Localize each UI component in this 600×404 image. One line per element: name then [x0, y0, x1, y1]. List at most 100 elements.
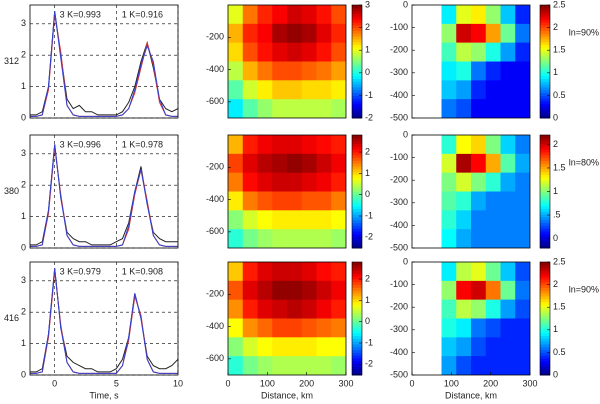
colorbar-step	[352, 72, 362, 77]
heat-cell	[331, 318, 346, 338]
heat-cell	[471, 191, 487, 211]
colorbar-step	[540, 174, 550, 178]
colorbar-step	[540, 84, 550, 88]
x-tick-label: 0	[409, 378, 414, 388]
heat-cell	[301, 23, 317, 44]
heat-cell	[228, 191, 244, 211]
heat-cell	[441, 99, 457, 118]
annotation: 3 K=0.996	[60, 139, 101, 149]
colorbar-step	[352, 360, 362, 365]
colorbar-step	[352, 199, 362, 204]
heat-cell	[471, 229, 487, 248]
heat-cell	[331, 61, 346, 81]
heat-cell	[228, 135, 244, 155]
colorbar-step	[540, 216, 550, 221]
y-tick-label: -200	[390, 45, 408, 55]
colorbar-step	[540, 219, 550, 224]
colorbar-step	[540, 33, 550, 37]
heat-cell	[441, 299, 457, 319]
heat-cell	[287, 23, 303, 44]
colorbar-step	[540, 197, 550, 201]
heat-cell	[257, 337, 273, 357]
colorbar-step	[540, 208, 550, 212]
heat-cell	[500, 210, 516, 230]
colorbar-step	[540, 366, 550, 370]
heat-cell	[272, 356, 288, 375]
colorbar-step	[352, 369, 362, 373]
colorbar-step	[540, 143, 550, 147]
colorbar-step	[540, 98, 550, 102]
colorbar-step	[352, 16, 362, 20]
heat-cell	[242, 229, 258, 248]
y-tick-label: 2	[21, 50, 26, 60]
heat-cell	[441, 337, 457, 357]
colorbar-step	[352, 315, 362, 319]
heat-cell	[515, 318, 530, 338]
colorbar-step	[540, 343, 550, 348]
colorbar-step	[540, 236, 550, 241]
colorbar-tick-label: 1	[365, 45, 370, 55]
heat-cell	[515, 191, 530, 211]
heat-cell	[500, 172, 516, 192]
colorbar-step	[352, 143, 362, 147]
heat-cell	[242, 99, 258, 118]
colorbar-tick-label: 1	[553, 67, 558, 77]
colorbar-step	[352, 346, 362, 351]
y-tick-label: 1	[21, 81, 26, 91]
heat-cell	[331, 99, 346, 118]
y-tick-label: -600	[206, 96, 224, 106]
colorbar-tick-label: -1	[365, 210, 373, 220]
colorbar-step	[540, 352, 550, 356]
colorbar-step	[540, 205, 550, 209]
heat-cell	[272, 262, 288, 282]
colorbar-step	[352, 64, 362, 68]
heat-cell	[316, 42, 332, 62]
annotation: ln=80%	[569, 157, 599, 167]
colorbar-step	[352, 157, 362, 161]
colorbar-step	[540, 335, 550, 339]
annotation: 1 K=0.978	[122, 139, 163, 149]
colorbar-step	[352, 233, 362, 238]
heat-cell	[515, 280, 530, 301]
colorbar-step	[352, 7, 362, 12]
heat-cell	[287, 337, 303, 357]
heat-cell	[242, 299, 258, 319]
heat-cell	[515, 80, 530, 100]
colorbar-step	[352, 335, 362, 339]
y-tick-label: 2	[21, 307, 26, 317]
heat-cell	[456, 191, 472, 211]
colorbar-step	[540, 103, 550, 108]
heat-cell	[272, 42, 288, 62]
heat-cell	[316, 61, 332, 81]
colorbar-step	[352, 239, 362, 243]
heat-cell	[301, 153, 317, 174]
colorbar-step	[540, 160, 550, 164]
heat-cell	[287, 229, 303, 248]
heat-cell	[471, 210, 487, 230]
colorbar-step	[352, 27, 362, 31]
colorbar-step	[540, 75, 550, 79]
heat-cell	[257, 61, 273, 81]
y-tick-label: 0	[403, 256, 408, 266]
colorbar-step	[352, 151, 362, 156]
heat-cell	[456, 5, 472, 25]
panel: 0 1 2 3 3 K=0.996 1 K=0.978 380	[4, 134, 179, 252]
colorbar-step	[540, 106, 550, 111]
heat-cell	[441, 61, 457, 81]
heat-cell	[500, 356, 516, 375]
heat-cell	[316, 210, 332, 230]
colorbar-step	[540, 149, 550, 153]
y-tick-label: -500	[390, 112, 408, 122]
colorbar-step	[352, 318, 362, 322]
heat-cell	[242, 262, 258, 282]
heat-cell	[441, 172, 457, 192]
heat-cell	[228, 61, 244, 81]
y-tick-label: 3	[21, 18, 26, 28]
y-tick-label: -600	[206, 226, 224, 236]
heat-cell	[485, 61, 501, 81]
y-tick-label: -400	[206, 194, 224, 204]
heat-cell	[471, 153, 487, 174]
heat-cell	[456, 318, 472, 338]
annotation: ln=90%	[569, 284, 599, 294]
heat-cell	[456, 229, 472, 248]
